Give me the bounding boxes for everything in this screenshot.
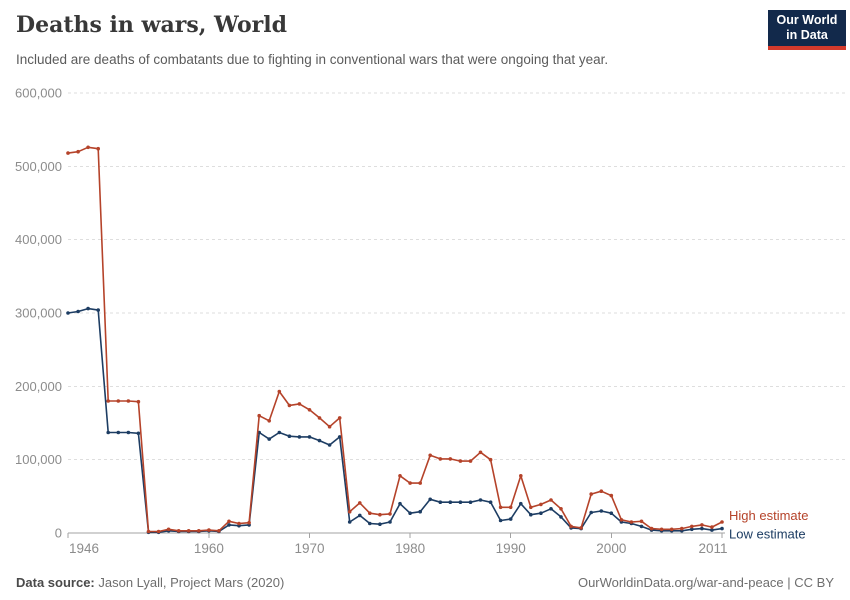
x-axis: 1946 1960 1970 1980 1990 2000 2011 <box>67 533 728 556</box>
footer-link: OurWorldinData.org/war-and-peace | CC BY <box>577 574 834 590</box>
svg-text:500,000: 500,000 <box>15 159 62 174</box>
y-axis: 0 100,000 200,000 300,000 400,000 500,000 600,… <box>15 86 845 541</box>
svg-text:300,000: 300,000 <box>15 306 62 321</box>
owid-logo-line2: in Data <box>786 28 828 42</box>
low-estimate-series <box>66 306 724 535</box>
svg-text:1946: 1946 <box>69 541 99 556</box>
svg-text:600,000: 600,000 <box>15 86 62 101</box>
page-title: Deaths in wars, World <box>16 12 287 38</box>
svg-text:0: 0 <box>55 526 62 541</box>
svg-text:400,000: 400,000 <box>15 232 62 247</box>
svg-text:1990: 1990 <box>496 541 526 556</box>
low-estimate-line <box>67 307 723 534</box>
svg-text:100,000: 100,000 <box>15 452 62 467</box>
svg-text:1980: 1980 <box>395 541 425 556</box>
owid-logo: Our World in Data <box>768 10 846 50</box>
high-estimate-series <box>66 145 724 534</box>
svg-text:2011: 2011 <box>698 541 727 556</box>
data-source-value: Jason Lyall, Project Mars (2020) <box>94 574 285 590</box>
svg-text:1960: 1960 <box>194 541 224 556</box>
chart-footer: Data source: Jason Lyall, Project Mars (… <box>0 564 850 600</box>
high-estimate-line <box>67 146 723 533</box>
data-source: Data source: Jason Lyall, Project Mars (… <box>16 575 284 590</box>
svg-text:200,000: 200,000 <box>15 379 62 394</box>
owid-logo-line1: Our World <box>776 13 838 27</box>
svg-text:1970: 1970 <box>294 541 324 556</box>
legend-low-estimate: Low estimate <box>729 527 806 542</box>
legend-high-estimate: High estimate <box>729 508 808 523</box>
svg-text:2000: 2000 <box>596 541 626 556</box>
chart-subtitle: Included are deaths of combatants due to… <box>16 52 609 67</box>
legend: High estimate Low estimate <box>729 508 808 542</box>
data-source-label: Data source: <box>16 574 95 590</box>
